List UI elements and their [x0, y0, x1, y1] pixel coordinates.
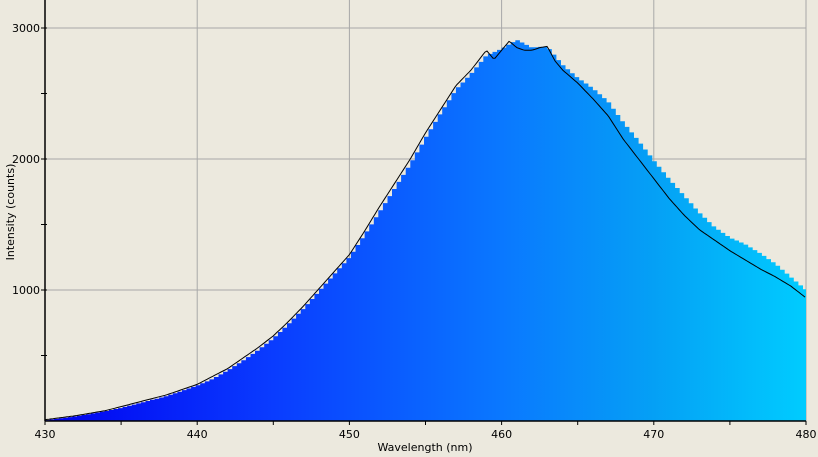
y-tick-label: 3000: [12, 22, 40, 35]
bars: [45, 40, 806, 421]
x-tick-label: 460: [491, 428, 512, 441]
x-tick-label: 450: [339, 428, 360, 441]
x-tick-labels: 430 440 450 460 470 480: [35, 428, 817, 441]
x-tick-label: 470: [643, 428, 664, 441]
x-tick-label: 430: [35, 428, 56, 441]
y-tick-labels: 1000 2000 3000: [12, 22, 40, 297]
axes: [41, 0, 807, 425]
x-tick-label: 480: [796, 428, 817, 441]
spectrum-line: [44, 40, 806, 421]
x-tick-label: 440: [187, 428, 208, 441]
x-axis-title: Wavelength (nm): [377, 441, 472, 454]
y-axis-title: Intensity (counts): [4, 164, 17, 261]
y-tick-label: 1000: [12, 284, 40, 297]
y-tick-label: 2000: [12, 153, 40, 166]
